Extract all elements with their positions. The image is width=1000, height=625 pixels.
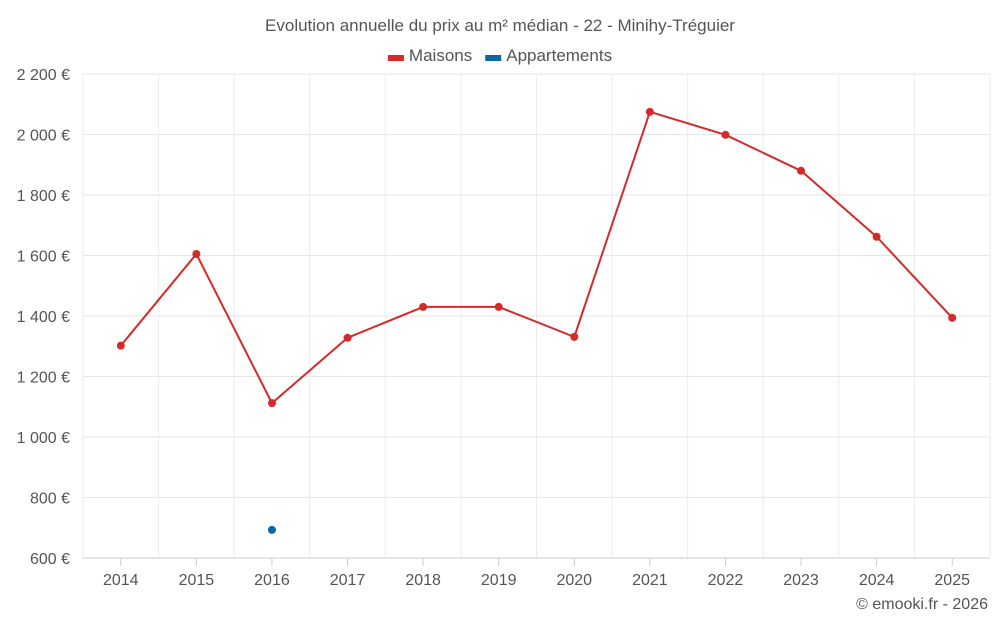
data-point-maisons[interactable]: [570, 332, 579, 341]
data-point-maisons[interactable]: [116, 341, 125, 350]
legend-label: Maisons: [409, 46, 472, 65]
data-point-maisons[interactable]: [267, 399, 276, 408]
x-tick-label: 2018: [405, 572, 441, 589]
data-point-maisons[interactable]: [721, 130, 730, 139]
x-tick-label: 2023: [783, 572, 819, 589]
x-tick-label: 2017: [330, 572, 366, 589]
y-tick-label: 1 600 €: [17, 249, 70, 266]
y-tick-label: 800 €: [30, 491, 70, 508]
series-layer: [116, 107, 957, 534]
x-tick-label: 2021: [632, 572, 668, 589]
data-point-appartements[interactable]: [267, 525, 276, 534]
x-tick-label: 2016: [254, 572, 290, 589]
chart-title: Evolution annuelle du prix au m² médian …: [265, 16, 735, 35]
x-tick-label: 2019: [481, 572, 517, 589]
legend-label: Appartements: [506, 46, 612, 65]
x-tick-label: 2024: [859, 572, 895, 589]
data-point-maisons[interactable]: [948, 313, 957, 322]
legend-item-maisons[interactable]: Maisons: [387, 46, 472, 65]
y-tick-label: 2 000 €: [17, 128, 70, 145]
legend-swatch: [387, 55, 404, 61]
y-tick-label: 1 000 €: [17, 430, 70, 447]
y-tick-label: 2 200 €: [17, 67, 70, 84]
y-tick-label: 1 400 €: [17, 309, 70, 326]
legend: Maisons Appartements: [387, 46, 612, 65]
series-line-maisons: [120, 110, 953, 405]
y-tick-label: 600 €: [30, 551, 70, 568]
legend-item-appartements[interactable]: Appartements: [485, 46, 612, 65]
data-point-maisons[interactable]: [797, 166, 806, 175]
data-point-maisons[interactable]: [645, 107, 654, 116]
credit-text: © emooki.fr - 2026: [856, 596, 988, 613]
data-point-maisons[interactable]: [419, 302, 428, 311]
data-point-maisons[interactable]: [192, 249, 201, 258]
x-tick-label: 2015: [179, 572, 215, 589]
x-tick-label: 2020: [556, 572, 592, 589]
data-point-maisons[interactable]: [872, 232, 881, 241]
legend-swatch: [485, 55, 502, 61]
x-tick-label: 2014: [103, 572, 139, 589]
grid: [82, 73, 991, 558]
data-point-maisons[interactable]: [343, 333, 352, 342]
y-tick-label: 1 800 €: [17, 188, 70, 205]
x-tick-label: 2025: [934, 572, 970, 589]
y-tick-label: 1 200 €: [17, 370, 70, 387]
axes: 600 € 800 € 1 000 € 1 200 € 1 400 € 1 600 € 1 …: [17, 67, 990, 589]
data-point-maisons[interactable]: [494, 302, 503, 311]
x-tick-label: 2022: [708, 572, 744, 589]
